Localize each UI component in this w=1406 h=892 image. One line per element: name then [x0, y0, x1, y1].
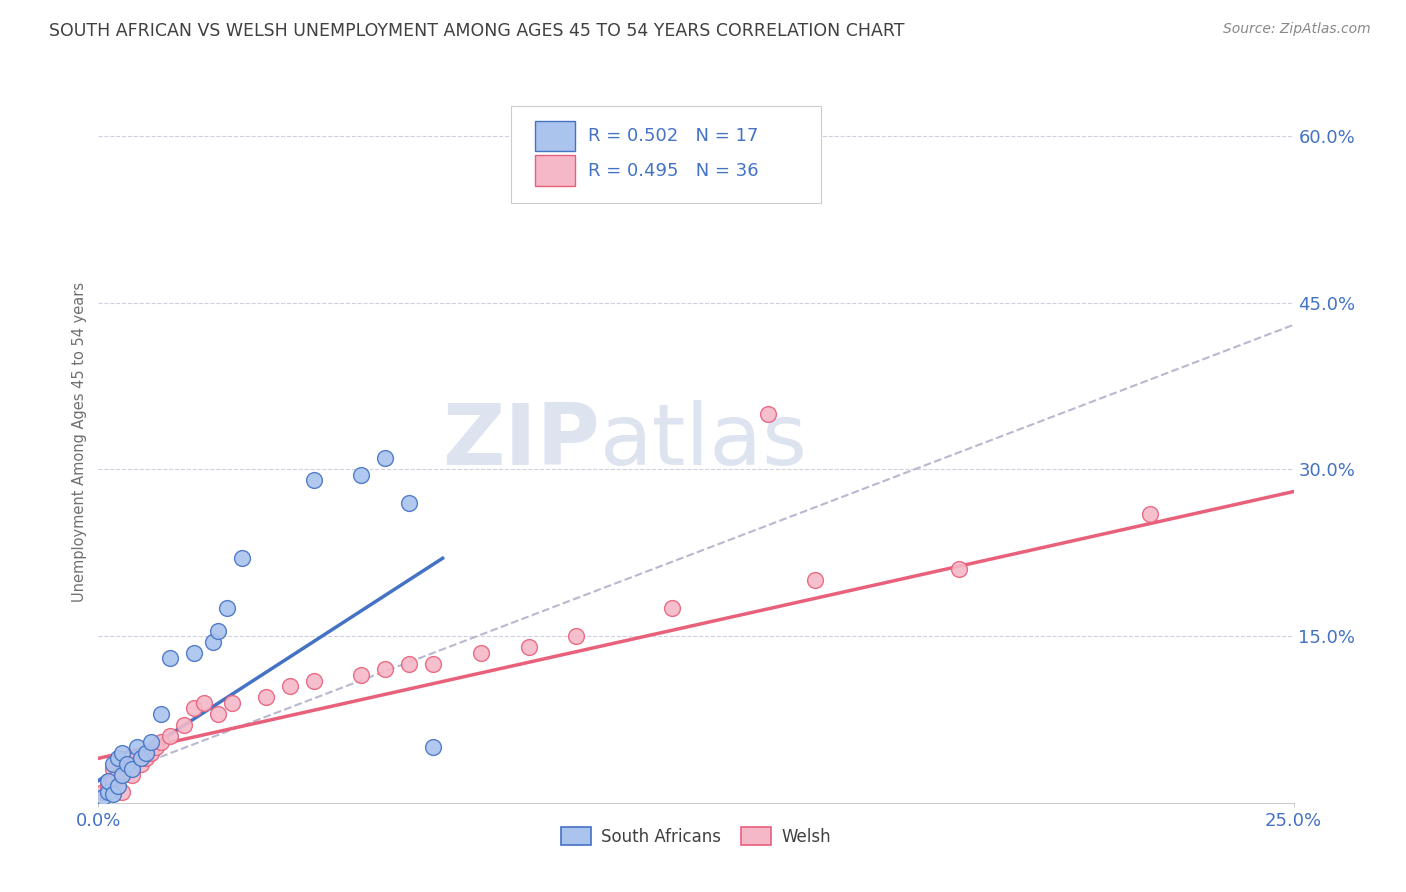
Point	[398, 496, 420, 510]
Point	[107, 751, 129, 765]
Point	[135, 746, 157, 760]
Point	[107, 768, 129, 782]
Point	[139, 734, 162, 748]
Text: R = 0.502   N = 17: R = 0.502 N = 17	[589, 127, 759, 145]
Point	[948, 562, 970, 576]
Text: SOUTH AFRICAN VS WELSH UNEMPLOYMENT AMONG AGES 45 TO 54 YEARS CORRELATION CHART: SOUTH AFRICAN VS WELSH UNEMPLOYMENT AMON…	[49, 22, 904, 40]
Point	[422, 657, 444, 671]
Point	[207, 706, 229, 721]
Point	[350, 668, 373, 682]
Point	[101, 773, 124, 788]
Point	[231, 551, 253, 566]
Point	[254, 690, 277, 705]
Point	[125, 751, 148, 765]
Point	[101, 763, 124, 777]
Point	[183, 646, 205, 660]
Point	[202, 634, 225, 648]
Point	[517, 640, 540, 655]
Point	[217, 601, 239, 615]
Point	[135, 751, 157, 765]
FancyBboxPatch shape	[534, 155, 575, 186]
Point	[139, 746, 162, 760]
Point	[97, 779, 120, 793]
Text: ZIP: ZIP	[443, 400, 600, 483]
Point	[398, 657, 420, 671]
Point	[756, 407, 779, 421]
Point	[91, 790, 114, 805]
Point	[565, 629, 588, 643]
Text: atlas: atlas	[600, 400, 808, 483]
Point	[121, 763, 143, 777]
Legend: South Africans, Welsh: South Africans, Welsh	[554, 821, 838, 852]
Point	[422, 740, 444, 755]
Point	[131, 756, 153, 771]
Point	[193, 696, 215, 710]
Point	[125, 740, 148, 755]
Point	[107, 779, 129, 793]
Point	[115, 756, 138, 771]
Point	[101, 787, 124, 801]
Point	[470, 646, 492, 660]
Point	[97, 785, 120, 799]
Y-axis label: Unemployment Among Ages 45 to 54 years: Unemployment Among Ages 45 to 54 years	[72, 282, 87, 601]
Point	[374, 662, 396, 676]
Point	[111, 746, 134, 760]
Point	[374, 451, 396, 466]
Point	[131, 751, 153, 765]
Point	[350, 467, 373, 482]
Point	[149, 706, 172, 721]
Point	[101, 756, 124, 771]
Point	[121, 768, 143, 782]
Point	[1139, 507, 1161, 521]
Point	[111, 785, 134, 799]
Point	[302, 673, 325, 688]
Point	[111, 768, 134, 782]
Point	[278, 679, 301, 693]
Point	[207, 624, 229, 638]
Point	[145, 740, 167, 755]
Point	[173, 718, 195, 732]
Point	[159, 651, 181, 665]
Point	[661, 601, 683, 615]
Point	[111, 756, 134, 771]
Text: R = 0.495   N = 36: R = 0.495 N = 36	[589, 161, 759, 179]
Point	[302, 474, 325, 488]
Point	[221, 696, 243, 710]
Point	[159, 729, 181, 743]
Point	[183, 701, 205, 715]
Point	[97, 773, 120, 788]
Point	[804, 574, 827, 588]
Point	[91, 785, 114, 799]
Point	[149, 734, 172, 748]
FancyBboxPatch shape	[510, 105, 821, 203]
Point	[115, 763, 138, 777]
Text: Source: ZipAtlas.com: Source: ZipAtlas.com	[1223, 22, 1371, 37]
FancyBboxPatch shape	[534, 120, 575, 151]
